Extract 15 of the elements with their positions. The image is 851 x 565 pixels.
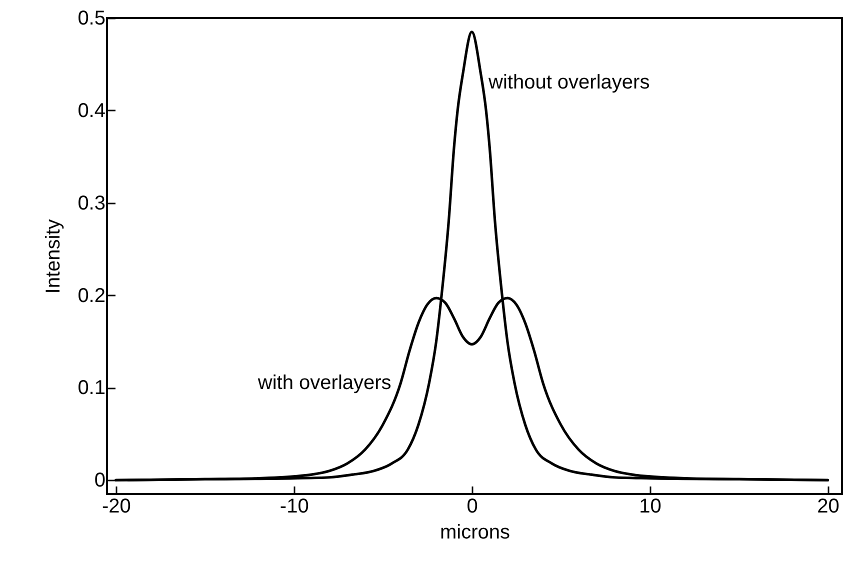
x-tick-label: 10 (639, 496, 662, 518)
y-tick-label: 0.4 (78, 100, 106, 122)
annotation: without overlayers (488, 72, 650, 94)
annotation: with overlayers (256, 372, 392, 394)
x-tick-label: 20 (817, 496, 840, 518)
x-tick-label: -10 (280, 496, 309, 518)
x-tick-label: -20 (102, 496, 131, 518)
x-axis-title: microns (440, 522, 510, 544)
y-tick-label: 0.5 (78, 8, 106, 30)
y-tick-label: 0.3 (78, 192, 106, 214)
x-tick-label: 0 (466, 496, 478, 518)
y-tick-label: 0.1 (78, 377, 106, 400)
y-tick-label: 0 (94, 470, 106, 492)
y-axis-title: Intensity (42, 219, 65, 294)
y-tick-label: 0.2 (78, 284, 106, 307)
